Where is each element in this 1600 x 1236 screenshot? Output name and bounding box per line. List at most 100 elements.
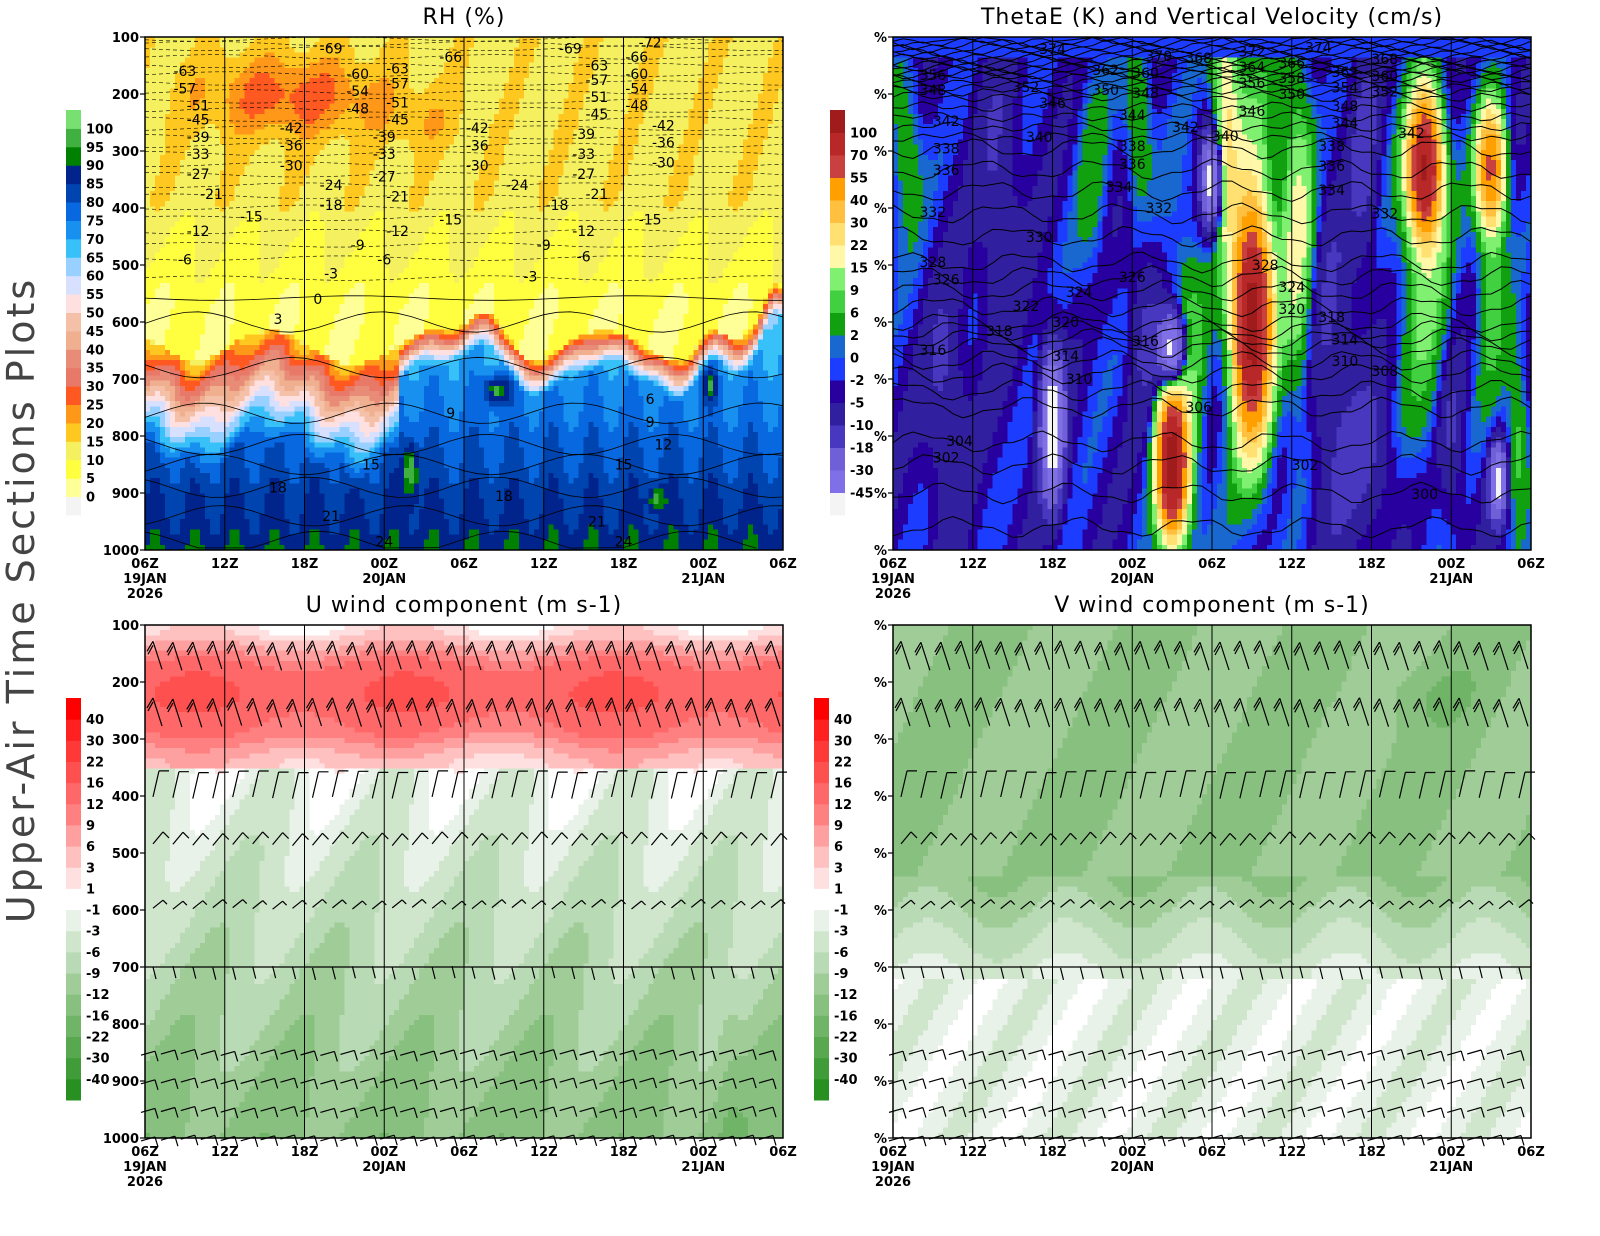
- contour-fill-cell: [663, 385, 669, 392]
- contour-fill-cell: [334, 416, 365, 423]
- contour-fill-cell: [1456, 62, 1467, 69]
- contour-fill-cell: [1311, 108, 1318, 115]
- contour-fill-cell: [339, 473, 350, 479]
- contour-fill-cell: [145, 129, 166, 136]
- contour-fill-cell: [613, 478, 630, 484]
- temperature-contour-line: [144, 242, 784, 248]
- contour-fill-cell: [1147, 124, 1153, 130]
- contour-fill-cell: [543, 247, 580, 254]
- contour-fill-cell: [234, 185, 281, 192]
- contour-fill-cell: [478, 478, 490, 484]
- contour-label: -6: [377, 252, 391, 268]
- contour-fill-cell: [1197, 154, 1203, 161]
- contour-fill-cell: [498, 334, 505, 341]
- contour-fill-cell: [723, 401, 744, 407]
- contour-fill-cell: [404, 349, 410, 356]
- contour-fill-cell: [778, 524, 784, 531]
- contour-fill-cell: [643, 226, 689, 233]
- contour-fill-cell: [1157, 108, 1163, 115]
- contour-fill-cell: [219, 170, 246, 177]
- colorbar-swatch: [66, 422, 81, 442]
- contour-fill-cell: [733, 478, 749, 484]
- contour-fill-cell: [304, 508, 326, 515]
- contour-fill-cell: [219, 349, 226, 356]
- contour-fill-cell: [1486, 98, 1492, 105]
- contour-fill-cell: [1152, 93, 1168, 100]
- contour-fill-cell: [1356, 108, 1378, 115]
- contour-fill-cell: [289, 349, 301, 356]
- contour-fill-cell: [583, 508, 605, 515]
- contour-fill-cell: [1296, 57, 1308, 64]
- contour-fill-cell: [239, 175, 286, 182]
- contour-fill-cell: [573, 529, 590, 536]
- contour-fill-cell: [254, 72, 271, 79]
- contour-fill-cell: [992, 93, 1004, 100]
- contour-fill-cell: [733, 355, 744, 361]
- contour-fill-cell: [523, 411, 540, 418]
- contour-fill-cell: [678, 154, 694, 161]
- contour-fill-cell: [294, 334, 331, 341]
- contour-fill-cell: [1212, 129, 1218, 136]
- contour-fill-cell: [553, 370, 560, 377]
- contour-fill-cell: [1127, 108, 1148, 115]
- contour-fill-cell: [493, 478, 510, 484]
- contour-label: -30: [466, 158, 489, 174]
- contour-fill-cell: [324, 396, 350, 402]
- contour-fill-cell: [912, 139, 924, 146]
- contour-fill-cell: [563, 165, 610, 171]
- contour-fill-cell: [424, 319, 465, 325]
- contour-fill-cell: [1216, 175, 1223, 182]
- contour-fill-cell: [249, 160, 286, 166]
- contour-fill-cell: [1466, 67, 1477, 74]
- contour-fill-cell: [523, 355, 545, 361]
- contour-fill-cell: [503, 544, 520, 551]
- contour-fill-cell: [1037, 124, 1054, 130]
- contour-fill-cell: [578, 257, 605, 264]
- contour-fill-cell: [339, 57, 355, 64]
- contour-fill-cell: [1431, 88, 1437, 95]
- contour-fill-cell: [319, 72, 331, 79]
- contour-fill-cell: [977, 108, 989, 115]
- contour-label: 21: [588, 515, 606, 531]
- contour-fill-cell: [738, 524, 749, 531]
- contour-fill-cell: [563, 355, 570, 361]
- contour-fill-cell: [548, 483, 560, 490]
- contour-fill-cell: [145, 534, 151, 541]
- contour-fill-cell: [693, 349, 699, 356]
- contour-fill-cell: [409, 72, 440, 79]
- contour-fill-cell: [264, 508, 286, 515]
- contour-fill-cell: [224, 498, 246, 505]
- contour-fill-cell: [1381, 160, 1388, 166]
- contour-fill-cell: [668, 293, 689, 300]
- contour-fill-cell: [558, 385, 585, 392]
- contour-fill-cell: [354, 349, 390, 356]
- contour-fill-cell: [229, 329, 261, 336]
- contour-fill-cell: [1152, 119, 1168, 125]
- contour-fill-cell: [628, 339, 635, 346]
- contour-fill-cell: [1381, 124, 1388, 130]
- contour-fill-cell: [329, 139, 350, 146]
- contour-fill-cell: [145, 544, 166, 551]
- contour-fill-cell: [299, 231, 326, 238]
- contour-fill-cell: [194, 426, 211, 433]
- contour-fill-cell: [444, 329, 455, 336]
- contour-fill-cell: [668, 185, 689, 192]
- contour-fill-cell: [264, 498, 286, 505]
- contour-fill-cell: [653, 360, 664, 366]
- contour-fill-cell: [623, 221, 645, 228]
- contour-fill-cell: [893, 62, 899, 69]
- contour-fill-cell: [145, 298, 151, 305]
- contour-fill-cell: [528, 478, 535, 484]
- contour-fill-cell: [145, 447, 156, 454]
- contour-fill-cell: [648, 375, 659, 382]
- contour-fill-cell: [224, 47, 246, 53]
- contour-fill-cell: [907, 108, 914, 115]
- contour-fill-cell: [1127, 119, 1148, 125]
- contour-fill-cell: [234, 129, 256, 136]
- contour-fill-cell: [893, 124, 899, 130]
- contour-fill-cell: [1486, 83, 1497, 89]
- contour-fill-cell: [753, 108, 774, 115]
- contour-fill-cell: [424, 129, 440, 136]
- contour-fill-cell: [1501, 124, 1507, 130]
- contour-fill-cell: [1221, 83, 1233, 89]
